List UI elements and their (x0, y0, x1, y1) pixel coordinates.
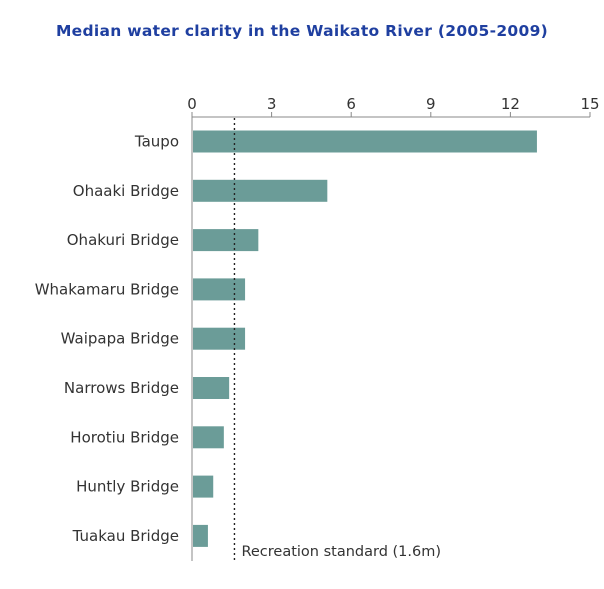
bar (193, 426, 224, 449)
bar (193, 179, 328, 202)
category-label: Taupo (134, 133, 179, 151)
category-labels: Taupo Ohaaki Bridge Ohakuri Bridge Whakamar… (35, 133, 179, 545)
recreation-standard-label: Recreation standard (1.6m) (241, 544, 441, 560)
x-tick-label: 15 (580, 95, 599, 113)
x-tick-label: 6 (346, 95, 356, 113)
bar (193, 377, 230, 399)
category-label: Ohaaki Bridge (73, 182, 179, 200)
category-label: Narrows Bridge (64, 379, 179, 397)
category-label: Ohakuri Bridge (67, 231, 179, 249)
category-label: Waipapa Bridge (61, 330, 179, 348)
category-label: Whakamaru Bridge (35, 280, 179, 298)
bar (193, 229, 259, 252)
bars (193, 130, 537, 547)
chart-title: Median water clarity in the Waikato Rive… (55, 22, 549, 40)
category-label: Tuakau Bridge (72, 527, 179, 545)
bar (193, 524, 208, 547)
x-tick-label: 3 (267, 95, 277, 113)
bar (193, 278, 246, 301)
category-label: Huntly Bridge (76, 478, 179, 496)
bar (193, 475, 214, 498)
category-label: Horotiu Bridge (70, 428, 179, 446)
x-tick-label: 12 (501, 95, 520, 113)
x-tick-label: 9 (426, 95, 436, 113)
bar (193, 327, 246, 350)
reference-line-group: Recreation standard (1.6m) (233, 118, 441, 561)
x-tick-label: 0 (187, 95, 197, 113)
bar (193, 130, 537, 153)
axes (191, 116, 590, 561)
x-axis-ticks: 0 3 6 9 12 15 (187, 95, 600, 117)
